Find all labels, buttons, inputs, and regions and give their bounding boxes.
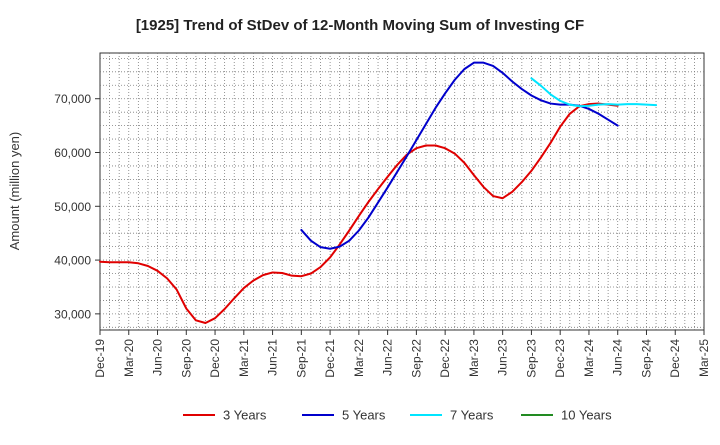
x-tick-label: Jun-20: [151, 339, 165, 376]
x-tick-label: Sep-20: [179, 339, 193, 378]
series-line-5-years: [300, 61, 619, 250]
series-line-3-years: [99, 102, 619, 325]
x-tick-label: Mar-23: [467, 339, 481, 377]
chart-title: [1925] Trend of StDev of 12-Month Moving…: [136, 17, 584, 34]
x-tick-label: Jun-23: [496, 339, 510, 376]
y-tick-label: 70,000: [54, 92, 91, 106]
x-tick-label: Dec-20: [208, 339, 222, 378]
x-tick-label: Dec-21: [323, 339, 337, 378]
axis-layer: 30,000 40,000 50,000 60,000 70,000 Dec-19 Mar-…: [54, 92, 711, 377]
grid-layer: [100, 53, 704, 330]
x-tick-label: Dec-19: [93, 339, 107, 378]
x-tick-label: Mar-20: [122, 339, 136, 377]
x-tick-label: Dec-24: [668, 339, 682, 378]
y-tick-label: 40,000: [54, 254, 91, 268]
legend-label-5-years: 5 Years: [342, 408, 386, 423]
x-tick-label: Mar-25: [697, 339, 711, 377]
legend-label-3-years: 3 Years: [223, 408, 267, 423]
x-tick-label: Sep-23: [524, 339, 538, 378]
y-axis-label: Amount (million yen): [7, 132, 22, 251]
x-tick-label: Sep-24: [639, 339, 653, 378]
x-tick-label: Jun-24: [611, 339, 625, 376]
y-tick-label: 60,000: [54, 146, 91, 160]
x-tick-label: Mar-24: [582, 339, 596, 377]
legend: 3 Years 5 Years 7 Years 10 Years: [183, 408, 612, 423]
x-tick-label: Mar-21: [237, 339, 251, 377]
plot-area: [99, 52, 705, 331]
x-tick-label: Jun-21: [266, 339, 280, 376]
x-tick-label: Mar-22: [352, 339, 366, 377]
legend-label-7-years: 7 Years: [450, 408, 494, 423]
x-tick-label: Dec-22: [438, 339, 452, 378]
y-tick-label: 30,000: [54, 307, 91, 321]
series-layer: [99, 61, 658, 325]
x-tick-label: Sep-22: [409, 339, 423, 378]
x-tick-label: Dec-23: [553, 339, 567, 378]
y-tick-label: 50,000: [54, 200, 91, 214]
legend-label-10-years: 10 Years: [561, 408, 612, 423]
x-tick-label: Jun-22: [381, 339, 395, 376]
series-line-7-years: [530, 77, 658, 108]
x-tick-label: Sep-21: [294, 339, 308, 378]
